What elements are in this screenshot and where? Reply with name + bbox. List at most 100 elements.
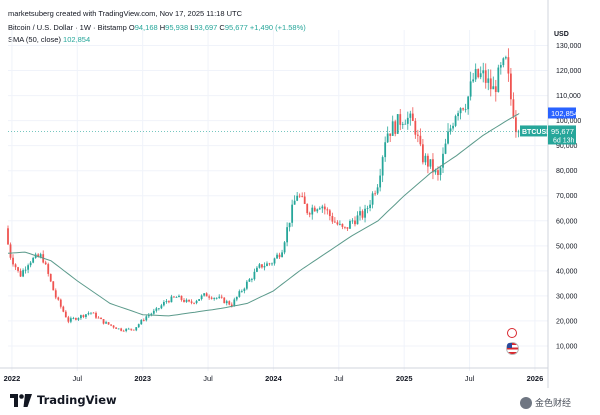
candle-body [112,325,115,328]
candle-body [168,301,170,303]
candle-body [183,299,185,302]
candle-body [147,314,150,317]
candle-body [271,263,273,265]
candle-body [328,210,331,217]
y-tick-label: 120,000 [556,68,581,75]
candle-body [261,264,263,268]
candle-body [454,116,457,126]
candle-body [19,270,22,277]
y-tick-label: 50,000 [556,243,578,250]
candle-body [273,258,276,264]
candle-body [200,295,203,300]
candle-body [9,244,12,258]
candle-body [223,297,226,304]
us-flag-icon[interactable] [506,342,519,355]
candle-body [127,328,130,330]
candle-body [321,206,324,209]
candle-body [371,193,374,205]
candle-body [341,223,344,227]
sma-value-tag [548,107,576,119]
sma-legend[interactable]: SMA (50, close) 102,854 [8,35,90,44]
event-marker-icon[interactable] [507,328,517,338]
candle-body [100,317,102,320]
y-tick-label: 80,000 [556,168,578,175]
candle-body [44,262,47,265]
candle-body [64,311,67,318]
ohlc-key-o: O [128,23,135,32]
candle-body [225,301,228,304]
candle-body [47,264,50,274]
candle-body [366,207,369,209]
tradingview-brand[interactable]: TradingView [10,393,117,407]
candle-body [427,155,429,167]
candle-body [349,221,351,229]
candle-body [245,281,248,289]
y-tick-label: 40,000 [556,268,578,275]
candle-body [386,133,389,143]
candle-body [492,86,495,90]
y-tick-label: 90,000 [556,143,578,150]
candle-body [457,113,459,117]
candle-body [115,327,118,329]
candle-body [396,114,399,134]
candle-body [140,320,143,325]
candle-body [72,318,75,319]
candle-body [130,328,133,330]
candle-body [24,269,27,271]
candle-body [364,208,366,218]
candle-body [306,203,309,214]
candle-body [117,328,120,330]
candle-body [281,252,283,258]
candle-body [251,279,253,280]
candle-body [507,57,510,74]
last-price-label: 95,677 [551,127,574,136]
candle-body [52,281,55,291]
candle-body [185,299,188,302]
candle-body [301,196,304,197]
ohlc-key-h: H [157,23,166,32]
candle-body [268,263,271,265]
candle-body [356,215,359,225]
candle-body [477,69,480,78]
candle-body [447,131,449,144]
y-tick-label: 60,000 [556,218,578,225]
candle-body [82,315,85,317]
candle-body [170,296,173,303]
candle-body [504,57,507,59]
price-change: +1,490 (+1.58%) [249,23,306,32]
candle-body [120,328,123,331]
candle-body [180,295,183,300]
candle-body [361,211,364,218]
candle-body [421,144,424,163]
candle-body [220,296,223,298]
candle-body [233,299,236,307]
candle-body [29,262,32,266]
candle-body [69,318,72,322]
candle-body [190,301,193,303]
candle-body [276,254,278,259]
candle-body [487,78,490,83]
candle-body [39,254,42,257]
candle-body [97,317,100,319]
candle-body [142,320,145,321]
ohlc-value-c: 95,677 [224,23,248,32]
candle-body [14,264,17,268]
candle-body [59,299,62,307]
candle-body [316,209,319,212]
candle-body [283,242,286,253]
candle-body [323,206,326,210]
candle-body [218,296,221,298]
sma-label: SMA (50, close) [8,35,61,44]
candle-body [125,328,128,331]
candle-body [311,207,314,215]
candle-body [213,297,216,299]
candle-body [67,317,70,322]
candle-body [135,327,138,331]
candle-body [37,254,40,257]
y-tick-label: 20,000 [556,318,578,325]
candle-body [266,263,268,267]
candle-body [515,117,517,133]
candle-body [449,128,452,132]
candle-body [326,209,329,211]
